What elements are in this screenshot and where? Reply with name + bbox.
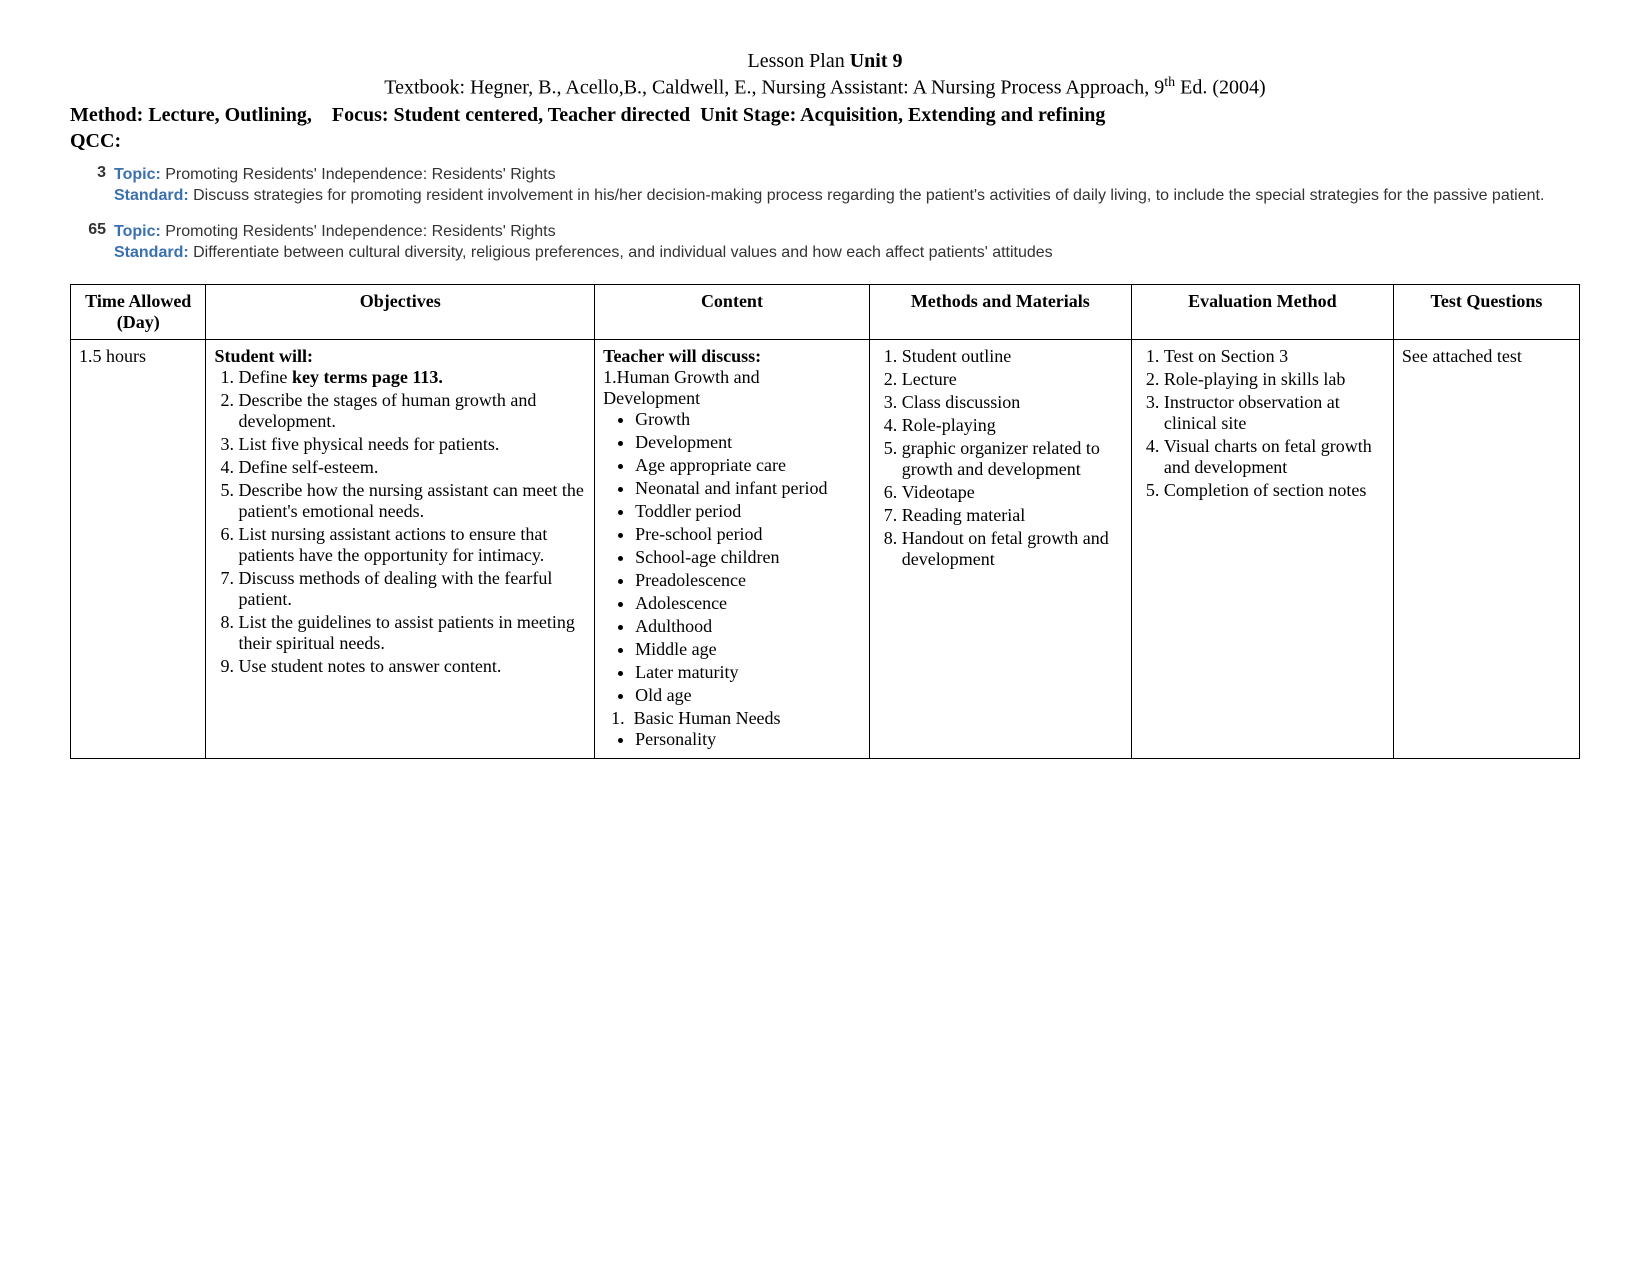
standard-label: Standard: bbox=[114, 187, 189, 204]
list-item: Toddler period bbox=[635, 501, 861, 522]
list-item: Instructor observation at clinical site bbox=[1164, 392, 1385, 434]
list-item: Role-playing in skills lab bbox=[1164, 369, 1385, 390]
list-item: Discuss methods of dealing with the fear… bbox=[238, 568, 586, 610]
table-row: 1.5 hours Student will: Define key terms… bbox=[71, 340, 1580, 759]
list-item: Adulthood bbox=[635, 616, 861, 637]
cell-objectives: Student will: Define key terms page 113.… bbox=[206, 340, 595, 759]
list-item: Middle age bbox=[635, 639, 861, 660]
list-item: Neonatal and infant period bbox=[635, 478, 861, 499]
list-item: Define key terms page 113. bbox=[238, 367, 586, 388]
textbook-line: Textbook: Hegner, B., Acello,B., Caldwel… bbox=[70, 75, 1580, 100]
lesson-label: Lesson Plan bbox=[747, 50, 849, 72]
list-item: Preadolescence bbox=[635, 570, 861, 591]
header-time: Time Allowed (Day) bbox=[71, 285, 206, 340]
unit-label: Unit 9 bbox=[850, 50, 903, 72]
list-item: Age appropriate care bbox=[635, 455, 861, 476]
cell-evaluation: Test on Section 3 Role-playing in skills… bbox=[1131, 340, 1393, 759]
list-item: Describe the stages of human growth and … bbox=[238, 390, 586, 432]
table-header-row: Time Allowed (Day) Objectives Content Me… bbox=[71, 285, 1580, 340]
evaluation-list: Test on Section 3 Role-playing in skills… bbox=[1140, 346, 1385, 501]
list-item: Completion of section notes bbox=[1164, 480, 1385, 501]
content-num2: 1. Basic Human Needs bbox=[603, 708, 861, 729]
topic-body: Topic: Promoting Residents' Independence… bbox=[114, 164, 1580, 207]
header-content: Content bbox=[595, 285, 870, 340]
list-item: Reading material bbox=[902, 505, 1123, 526]
lesson-plan-table: Time Allowed (Day) Objectives Content Me… bbox=[70, 284, 1580, 759]
objectives-list: Define key terms page 113. Describe the … bbox=[214, 367, 586, 677]
topics-block: 3 Topic: Promoting Residents' Independen… bbox=[70, 164, 1580, 264]
header-objectives: Objectives bbox=[206, 285, 595, 340]
list-item: Visual charts on fetal growth and develo… bbox=[1164, 436, 1385, 478]
list-item: Later maturity bbox=[635, 662, 861, 683]
cell-methods: Student outline Lecture Class discussion… bbox=[869, 340, 1131, 759]
topic-label: Topic: bbox=[114, 223, 161, 240]
list-item: Lecture bbox=[902, 369, 1123, 390]
list-item: Old age bbox=[635, 685, 861, 706]
content-bullets: Growth Development Age appropriate care … bbox=[603, 409, 861, 706]
list-item: graphic organizer related to growth and … bbox=[902, 438, 1123, 480]
methods-list: Student outline Lecture Class discussion… bbox=[878, 346, 1123, 570]
list-item: List five physical needs for patients. bbox=[238, 434, 586, 455]
list-item: List the guidelines to assist patients i… bbox=[238, 612, 586, 654]
list-item: Pre-school period bbox=[635, 524, 861, 545]
list-item: Development bbox=[635, 432, 861, 453]
standard-label: Standard: bbox=[114, 244, 189, 261]
list-item: School-age children bbox=[635, 547, 861, 568]
topic-row: 3 Topic: Promoting Residents' Independen… bbox=[70, 164, 1580, 207]
list-item: Videotape bbox=[902, 482, 1123, 503]
list-item: Use student notes to answer content. bbox=[238, 656, 586, 677]
list-item: List nursing assistant actions to ensure… bbox=[238, 524, 586, 566]
header-evaluation: Evaluation Method bbox=[1131, 285, 1393, 340]
list-item: Handout on fetal growth and development bbox=[902, 528, 1123, 570]
topic-number: 3 bbox=[70, 164, 114, 182]
header-methods: Methods and Materials bbox=[869, 285, 1131, 340]
list-item: Define self-esteem. bbox=[238, 457, 586, 478]
cell-time: 1.5 hours bbox=[71, 340, 206, 759]
list-item: Test on Section 3 bbox=[1164, 346, 1385, 367]
list-item: Role-playing bbox=[902, 415, 1123, 436]
lesson-plan-title: Lesson Plan Unit 9 bbox=[70, 50, 1580, 73]
list-item: Describe how the nursing assistant can m… bbox=[238, 480, 586, 522]
topic-row: 65 Topic: Promoting Residents' Independe… bbox=[70, 221, 1580, 264]
list-item: Class discussion bbox=[902, 392, 1123, 413]
header-test: Test Questions bbox=[1393, 285, 1579, 340]
topic-body: Topic: Promoting Residents' Independence… bbox=[114, 221, 1580, 264]
content-bullets-2: Personality bbox=[603, 729, 861, 750]
method-line: Method: Lecture, Outlining, Focus: Stude… bbox=[70, 102, 1580, 154]
list-item: Personality bbox=[635, 729, 861, 750]
list-item: Adolescence bbox=[635, 593, 861, 614]
list-item: Student outline bbox=[902, 346, 1123, 367]
topic-label: Topic: bbox=[114, 166, 161, 183]
cell-content: Teacher will discuss: 1.Human Growth and… bbox=[595, 340, 870, 759]
cell-test: See attached test bbox=[1393, 340, 1579, 759]
list-item: Growth bbox=[635, 409, 861, 430]
topic-number: 65 bbox=[70, 221, 114, 239]
